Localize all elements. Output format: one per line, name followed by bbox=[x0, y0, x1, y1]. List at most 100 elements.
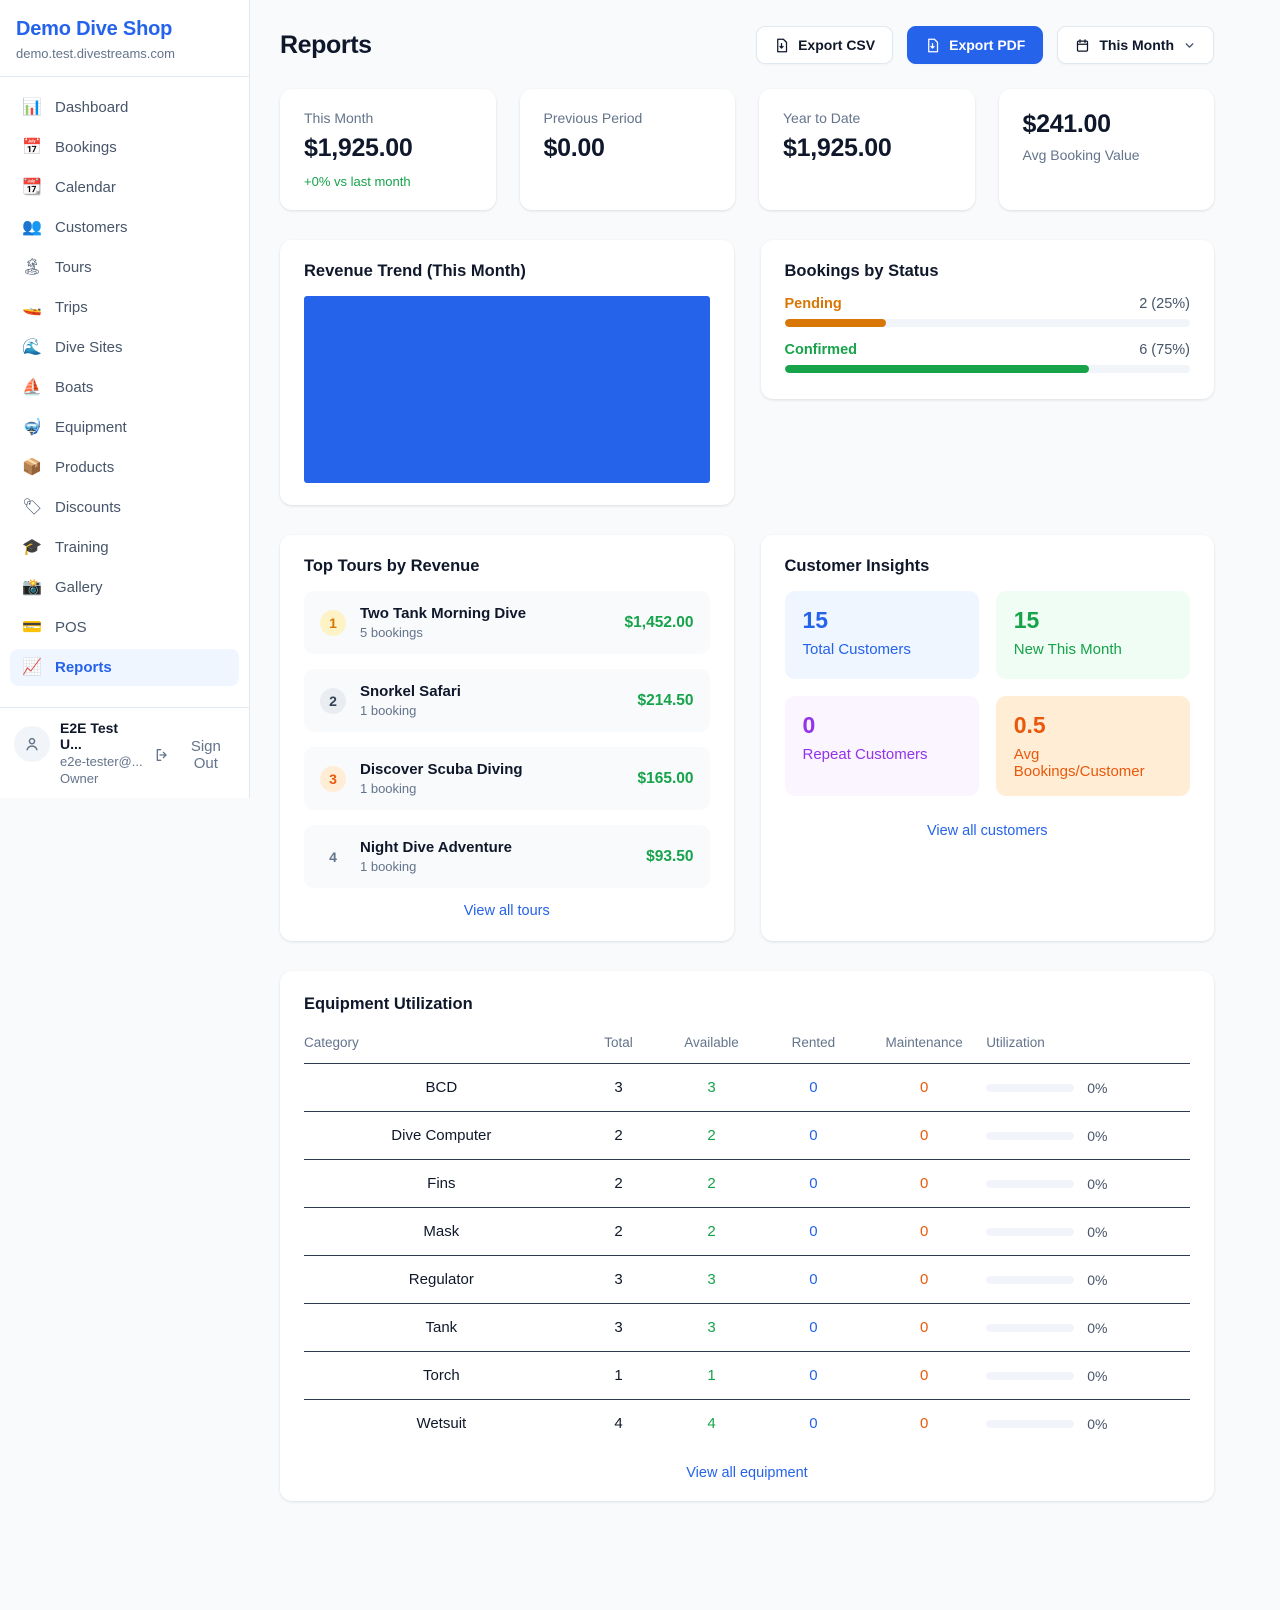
sidebar-item-label: Equipment bbox=[55, 419, 127, 436]
equipment-row: Tank 3 3 0 0 0% bbox=[304, 1303, 1190, 1352]
camera-icon: 📸 bbox=[22, 578, 42, 596]
equipment-available: 3 bbox=[658, 1063, 765, 1112]
sidebar-item-dive-sites[interactable]: 🌊 Dive Sites bbox=[10, 329, 239, 366]
status-count: 2 (25%) bbox=[1139, 296, 1190, 312]
equipment-row: Wetsuit 4 4 0 0 0% bbox=[304, 1400, 1190, 1448]
stat-label: This Month bbox=[304, 110, 374, 126]
sidebar-item-label: Trips bbox=[55, 299, 88, 316]
tour-bookings: 1 booking bbox=[360, 781, 417, 796]
tour-name: Night Dive Adventure bbox=[360, 839, 512, 856]
equipment-row: Regulator 3 3 0 0 0% bbox=[304, 1255, 1190, 1304]
equipment-total: 3 bbox=[578, 1255, 659, 1304]
panel-title: Bookings by Status bbox=[784, 262, 939, 280]
export-csv-button[interactable]: Export CSV bbox=[756, 26, 894, 64]
sidebar-item-products[interactable]: 📦 Products bbox=[10, 449, 239, 486]
panel-title: Customer Insights bbox=[784, 557, 930, 575]
column-header-rented: Rented bbox=[764, 1029, 863, 1064]
equipment-rented: 0 bbox=[809, 1415, 818, 1432]
chart-increasing-icon: 📈 bbox=[22, 658, 42, 676]
insight-label: Total Customers bbox=[802, 641, 911, 658]
sidebar-item-label: Discounts bbox=[55, 499, 121, 516]
equipment-rented: 0 bbox=[764, 1063, 863, 1112]
sidebar-item-discounts[interactable]: 🏷 Discounts bbox=[10, 489, 239, 526]
equipment-rented: 0 bbox=[764, 1303, 863, 1352]
view-all-tours-link[interactable]: View all tours bbox=[463, 903, 550, 919]
tour-row: 4 Night Dive Adventure 1 booking $93.50 bbox=[304, 825, 710, 888]
view-all-customers-link[interactable]: View all customers bbox=[926, 823, 1048, 839]
utilization-text: 0% bbox=[1087, 1223, 1108, 1240]
utilization-text: 0% bbox=[1087, 1079, 1108, 1096]
sidebar-item-label: Gallery bbox=[55, 579, 103, 596]
graduation-cap-icon: 🎓 bbox=[22, 538, 42, 556]
sidebar-item-reports[interactable]: 📈 Reports bbox=[10, 649, 239, 686]
sidebar-item-training[interactable]: 🎓 Training bbox=[10, 529, 239, 566]
insight-value: 0 bbox=[802, 712, 816, 738]
sidebar-item-dashboard[interactable]: 📊 Dashboard bbox=[10, 89, 239, 126]
sidebar-item-pos[interactable]: 💳 POS bbox=[10, 609, 239, 646]
sidebar-item-bookings[interactable]: 📅 Bookings bbox=[10, 129, 239, 166]
utilization-bar-track bbox=[986, 1179, 1075, 1188]
tour-bookings: 1 booking bbox=[360, 859, 417, 874]
sidebar-item-gallery[interactable]: 📸 Gallery bbox=[10, 569, 239, 606]
insight-tiles: 15 Total Customers 15 New This Month 0 R… bbox=[784, 591, 1190, 796]
sidebar-item-customers[interactable]: 👥 Customers bbox=[10, 209, 239, 246]
insight-tile: 15 New This Month bbox=[995, 591, 1190, 679]
column-header-maintenance: Maintenance bbox=[862, 1029, 987, 1064]
panel-title: Equipment Utilization bbox=[304, 995, 473, 1013]
package-icon: 📦 bbox=[22, 458, 42, 476]
equipment-category: Tank bbox=[304, 1303, 579, 1352]
equipment-maintenance: 0 bbox=[920, 1415, 929, 1432]
island-icon: 🏝 bbox=[22, 258, 43, 276]
stat-value: $241.00 bbox=[1022, 110, 1112, 138]
utilization-bar-track bbox=[986, 1227, 1075, 1236]
top-tours-panel: Top Tours by Revenue 1 Two Tank Morning … bbox=[280, 535, 734, 941]
tour-amount: $214.50 bbox=[637, 691, 694, 709]
equipment-utilization-panel: Equipment Utilization Category Total Ava… bbox=[280, 971, 1214, 1501]
rank-badge: 3 bbox=[320, 765, 346, 792]
column-header-available: Available bbox=[658, 1029, 765, 1064]
sidebar-nav: 📊 Dashboard 📅 Bookings 📆 Calendar 👥 Cust… bbox=[0, 77, 249, 707]
stat-card-this-month: This Month $1,925.00 +0% vs last month bbox=[280, 89, 496, 210]
user-name: E2E Test U... bbox=[60, 720, 119, 752]
user-email: e2e-tester@... bbox=[60, 754, 143, 769]
equipment-table: Category Total Available Rented Maintena… bbox=[304, 1029, 1190, 1447]
sidebar-item-equipment[interactable]: 🤿 Equipment bbox=[10, 409, 239, 446]
equipment-row: Dive Computer 2 2 0 0 0% bbox=[304, 1111, 1190, 1160]
stat-card-avg-booking-value: $241.00 Avg Booking Value bbox=[998, 89, 1214, 210]
rank-badge: 2 bbox=[320, 687, 346, 714]
sidebar-item-trips[interactable]: 🚤 Trips bbox=[10, 289, 239, 326]
tour-name: Snorkel Safari bbox=[360, 683, 461, 700]
insight-label: New This Month bbox=[1013, 641, 1122, 658]
diving-mask-icon: 🤿 bbox=[22, 418, 42, 436]
export-pdf-button[interactable]: Export PDF bbox=[907, 26, 1044, 64]
view-all-equipment-link[interactable]: View all equipment bbox=[686, 1465, 808, 1481]
status-count: 6 (75%) bbox=[1139, 342, 1190, 358]
sidebar-item-tours[interactable]: 🏝 Tours bbox=[10, 249, 239, 286]
bar-chart-icon: 📊 bbox=[22, 98, 42, 116]
period-dropdown[interactable]: This Month bbox=[1057, 26, 1214, 64]
tour-amount: $93.50 bbox=[646, 847, 694, 865]
tour-row: 2 Snorkel Safari 1 booking $214.50 bbox=[304, 669, 710, 732]
bookings-status-panel: Bookings by Status Pending 2 (25%) bbox=[760, 240, 1214, 399]
chevron-down-icon bbox=[1185, 42, 1194, 48]
status-progress-track bbox=[784, 319, 1190, 327]
equipment-maintenance: 0 bbox=[862, 1111, 987, 1160]
sidebar-item-boats[interactable]: ⛵ Boats bbox=[10, 369, 239, 406]
equipment-total: 1 bbox=[578, 1351, 659, 1400]
sidebar-item-calendar[interactable]: 📆 Calendar bbox=[10, 169, 239, 206]
equipment-maintenance: 0 bbox=[862, 1255, 987, 1304]
user-info: E2E Test U... e2e-tester@... Owner bbox=[60, 720, 144, 786]
sign-out-icon bbox=[156, 749, 167, 761]
sidebar: Demo Dive Shop demo.test.divestreams.com… bbox=[0, 0, 250, 798]
sign-out-button[interactable]: Sign Out bbox=[154, 738, 235, 772]
equipment-maintenance: 0 bbox=[862, 1063, 987, 1112]
status-label: Pending bbox=[784, 296, 842, 312]
equipment-maintenance: 0 bbox=[862, 1351, 987, 1400]
utilization-text: 0% bbox=[1087, 1319, 1108, 1336]
stat-label: Previous Period bbox=[543, 110, 643, 126]
equipment-total: 3 bbox=[578, 1303, 659, 1352]
equipment-row: BCD 3 3 0 0 0% bbox=[304, 1063, 1190, 1112]
utilization-bar-track bbox=[986, 1083, 1075, 1092]
insight-value: 15 bbox=[802, 607, 829, 633]
